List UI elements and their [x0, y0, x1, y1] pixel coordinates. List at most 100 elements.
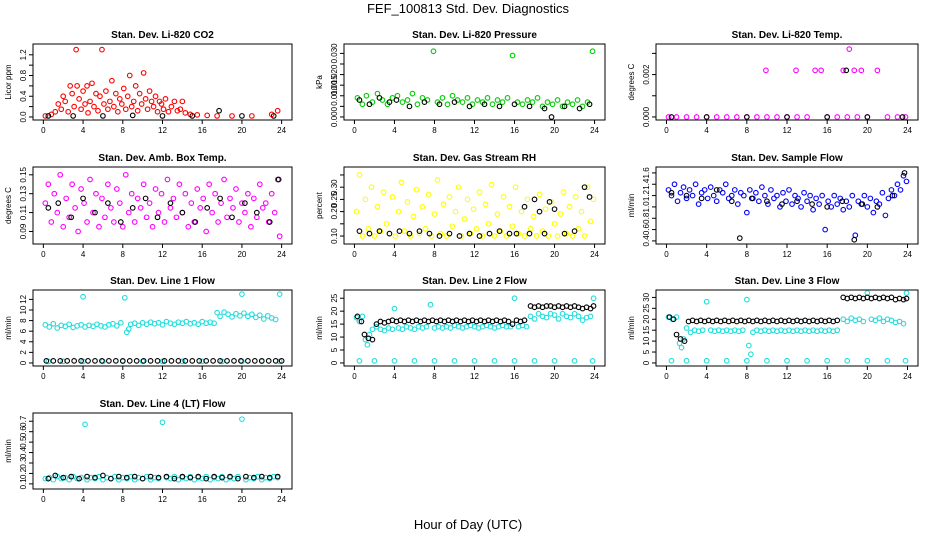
data-point	[197, 205, 204, 211]
data-point	[864, 357, 871, 364]
data-point	[63, 195, 70, 202]
data-point	[111, 103, 117, 110]
data-point	[356, 228, 363, 234]
x-tick-label: 16	[510, 372, 519, 381]
data-point	[78, 106, 84, 113]
data-point	[759, 184, 765, 190]
data-point	[73, 46, 79, 53]
y-axis-label: degrees C	[4, 187, 13, 224]
data-point	[185, 223, 192, 230]
data-point	[798, 204, 804, 210]
data-point	[722, 181, 729, 188]
data-point	[167, 205, 174, 211]
data-point	[118, 101, 125, 107]
x-tick-label: 0	[352, 372, 357, 381]
x-tick-label: 24	[277, 495, 286, 504]
data-point	[133, 357, 140, 364]
y-axis-label: ml/min	[627, 194, 636, 218]
data-point	[494, 211, 501, 217]
data-point	[859, 201, 866, 207]
data-point	[239, 113, 245, 119]
data-point	[162, 95, 169, 102]
data-point	[683, 357, 690, 364]
data-point	[701, 187, 708, 193]
data-point	[356, 318, 363, 325]
x-tick-label: 12	[783, 126, 792, 135]
data-point	[97, 93, 103, 100]
data-point	[455, 184, 462, 191]
data-point	[271, 209, 278, 216]
data-point	[275, 176, 282, 183]
series-2	[356, 184, 593, 239]
data-point	[115, 473, 122, 480]
y-tick-label: 0.3	[19, 457, 28, 469]
data-point	[120, 85, 127, 92]
x-tick-label: 16	[198, 250, 207, 259]
y-axis-label: ml/min	[627, 316, 636, 340]
data-point	[680, 184, 687, 190]
data-point	[109, 77, 115, 84]
x-tick-label: 8	[121, 126, 126, 135]
series-1	[42, 171, 283, 240]
x-tick-label: 0	[352, 126, 357, 135]
data-point	[780, 189, 786, 196]
series-2	[668, 357, 909, 364]
data-point	[242, 209, 248, 216]
x-tick-label: 0	[41, 495, 46, 504]
data-point	[804, 357, 810, 364]
data-point	[754, 114, 760, 120]
data-point	[60, 223, 67, 230]
data-point	[82, 421, 88, 428]
data-point	[451, 358, 458, 364]
data-point	[794, 114, 800, 120]
data-point	[888, 187, 895, 193]
data-point	[801, 189, 807, 196]
data-point	[527, 313, 534, 320]
data-point	[846, 46, 853, 53]
data-point	[179, 209, 186, 216]
x-tick-label: 4	[392, 250, 397, 259]
data-point	[84, 473, 90, 480]
data-point	[551, 220, 558, 227]
data-point	[452, 208, 459, 215]
data-point	[578, 208, 585, 215]
data-point	[195, 473, 202, 480]
data-point	[449, 92, 456, 99]
data-point	[147, 473, 154, 480]
x-tick-label: 24	[590, 372, 599, 381]
data-point	[386, 99, 393, 105]
data-point	[363, 92, 370, 99]
data-point	[707, 184, 714, 190]
x-tick-label: 24	[277, 250, 286, 259]
data-point	[245, 357, 251, 364]
data-point	[683, 192, 690, 199]
data-point	[362, 336, 369, 343]
data-point	[482, 201, 489, 208]
x-tick-label: 4	[81, 372, 86, 381]
data-point	[543, 314, 550, 321]
data-point	[524, 196, 531, 203]
data-point	[476, 189, 483, 195]
data-point	[431, 358, 438, 364]
y-tick-label: 0.030	[330, 43, 339, 64]
x-tick-label: 8	[121, 250, 126, 259]
data-point	[699, 327, 706, 334]
data-point	[125, 326, 132, 332]
data-point	[121, 294, 128, 301]
data-point	[900, 296, 907, 303]
data-point	[852, 232, 859, 239]
data-point	[551, 206, 558, 213]
data-point	[189, 113, 196, 119]
data-point	[557, 211, 564, 217]
x-tick-label: 24	[590, 250, 599, 259]
data-point	[587, 218, 594, 225]
plot-frame	[343, 166, 606, 245]
y-tick-label: 0.000	[330, 106, 339, 127]
data-point	[239, 200, 245, 206]
data-point	[52, 108, 59, 115]
data-point	[364, 341, 371, 348]
data-point	[825, 198, 832, 205]
data-point	[818, 67, 824, 74]
y-tick-label: 30	[642, 292, 651, 301]
